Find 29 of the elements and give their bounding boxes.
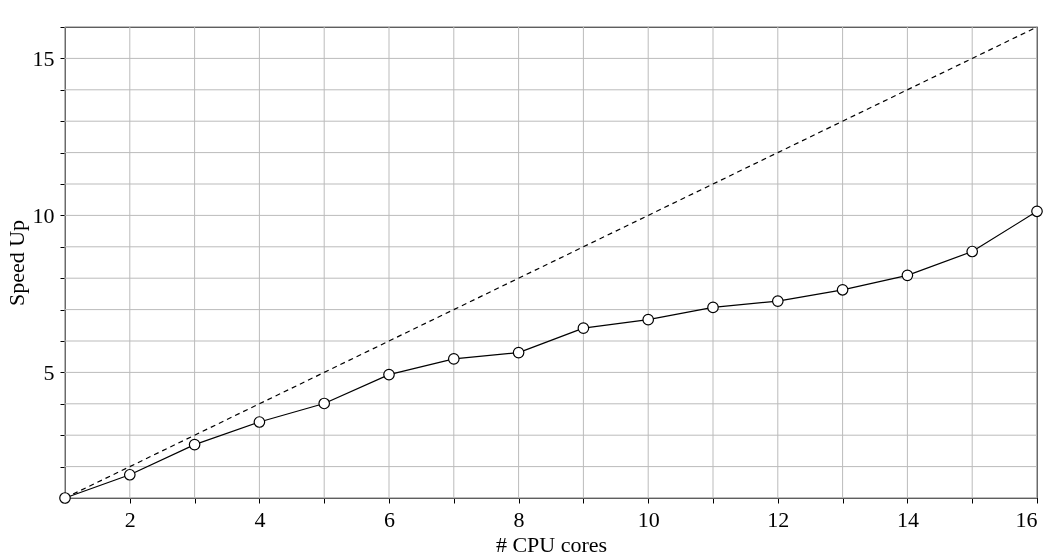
- point: [59, 492, 71, 504]
- point: [577, 322, 590, 334]
- point: [123, 468, 136, 481]
- point: [447, 353, 460, 365]
- y-axis-title: Speed Up: [3, 219, 29, 307]
- x-tick-label: 12: [767, 506, 790, 532]
- x-axis-title: # CPU cores: [495, 531, 608, 557]
- x-tick-label: 14: [896, 506, 919, 532]
- point: [836, 283, 849, 296]
- y-tick-label: 5: [43, 359, 55, 385]
- point: [771, 295, 784, 307]
- point: [383, 368, 395, 381]
- point: [901, 269, 914, 282]
- point: [512, 346, 525, 359]
- x-tick-label: 2: [124, 506, 136, 532]
- y-tick-label: 10: [32, 202, 55, 228]
- x-tick-label: 10: [637, 506, 660, 532]
- y-tick-label: 15: [32, 45, 55, 71]
- x-tick-label: 4: [254, 506, 266, 532]
- x-tick-label: 16: [1015, 506, 1038, 532]
- point: [188, 438, 201, 451]
- point: [966, 245, 979, 258]
- point: [253, 416, 266, 428]
- point: [642, 313, 655, 326]
- point: [707, 301, 719, 314]
- x-tick-label: 8: [513, 506, 525, 532]
- point: [318, 397, 331, 410]
- x-tick-label: 6: [384, 506, 395, 532]
- point: [1031, 205, 1043, 218]
